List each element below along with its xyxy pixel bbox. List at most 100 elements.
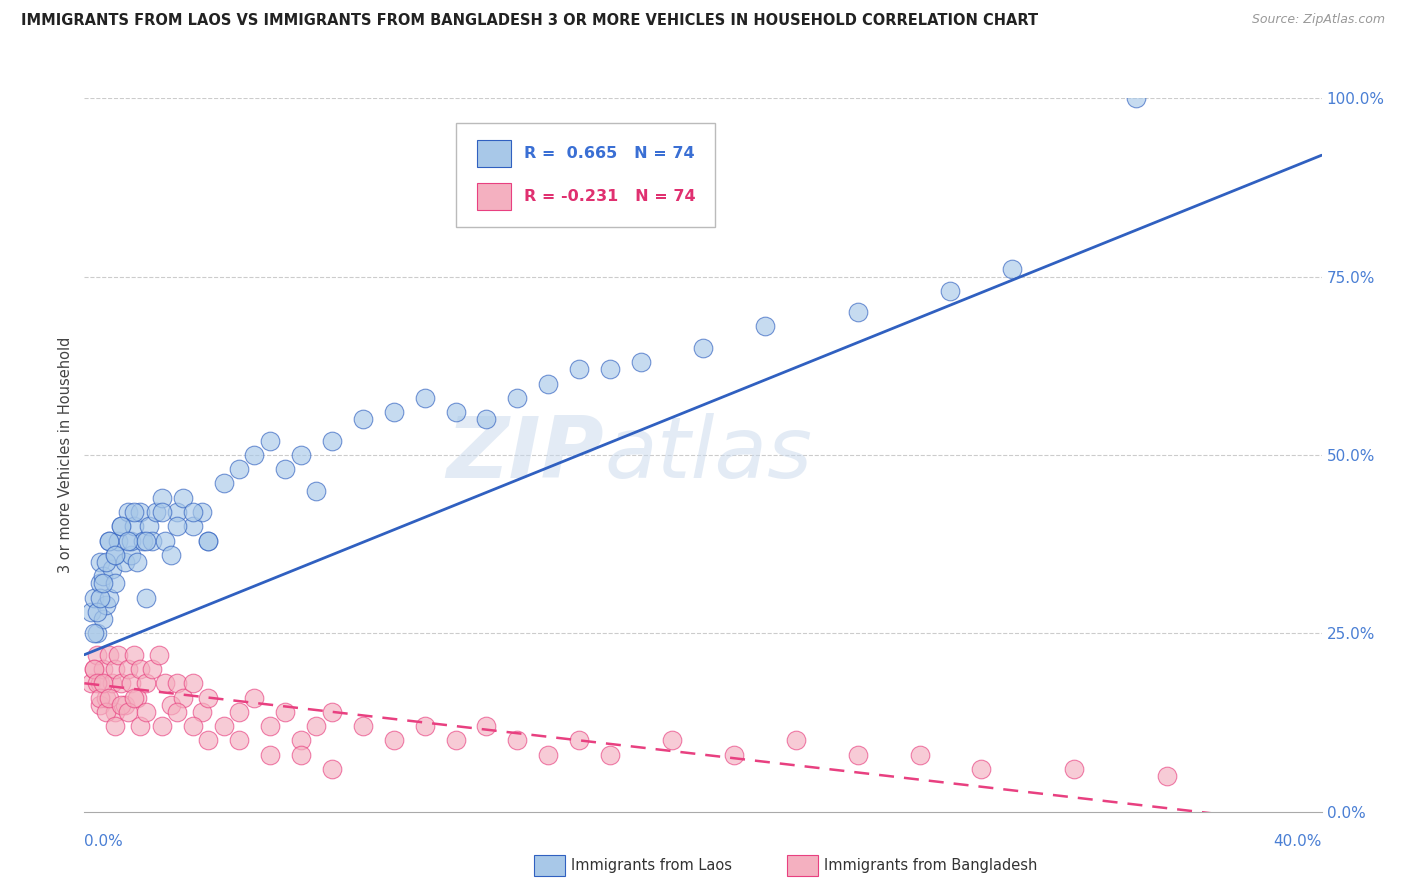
Point xyxy=(259,719,281,733)
Text: Immigrants from Laos: Immigrants from Laos xyxy=(571,858,733,872)
Point xyxy=(172,491,194,505)
Point xyxy=(98,690,121,705)
Point xyxy=(228,705,250,719)
Text: Immigrants from Bangladesh: Immigrants from Bangladesh xyxy=(824,858,1038,872)
Point xyxy=(259,434,281,448)
Point xyxy=(110,698,132,712)
Point xyxy=(89,690,111,705)
Point xyxy=(413,391,436,405)
Point xyxy=(135,705,157,719)
Point xyxy=(110,519,132,533)
Text: 0.0%: 0.0% xyxy=(84,834,124,849)
Point xyxy=(104,719,127,733)
FancyBboxPatch shape xyxy=(456,123,716,227)
Point xyxy=(89,576,111,591)
Point xyxy=(114,698,136,712)
Point xyxy=(104,548,127,562)
Point xyxy=(91,612,114,626)
Point xyxy=(117,533,139,548)
Point xyxy=(413,719,436,733)
Point xyxy=(197,733,219,747)
Point xyxy=(1156,769,1178,783)
Point xyxy=(94,555,117,569)
Point xyxy=(107,533,129,548)
Point xyxy=(150,719,173,733)
Point xyxy=(166,519,188,533)
Point xyxy=(104,662,127,676)
Point xyxy=(101,676,124,690)
Point xyxy=(754,319,776,334)
Point xyxy=(166,676,188,690)
Text: ZIP: ZIP xyxy=(446,413,605,497)
Point xyxy=(191,505,214,519)
Point xyxy=(125,555,148,569)
Point xyxy=(117,705,139,719)
Point xyxy=(135,591,157,605)
Point xyxy=(89,676,111,690)
Point xyxy=(846,747,869,762)
Point xyxy=(908,747,931,762)
Point xyxy=(110,676,132,690)
Point xyxy=(86,676,108,690)
Point xyxy=(153,533,176,548)
Point xyxy=(939,284,962,298)
Point xyxy=(197,533,219,548)
Point xyxy=(86,605,108,619)
Point xyxy=(83,626,105,640)
Point xyxy=(101,562,124,576)
Text: atlas: atlas xyxy=(605,413,813,497)
Point xyxy=(98,591,121,605)
Point xyxy=(197,690,219,705)
Y-axis label: 3 or more Vehicles in Household: 3 or more Vehicles in Household xyxy=(58,337,73,573)
Point xyxy=(150,505,173,519)
Point xyxy=(114,555,136,569)
Point xyxy=(290,747,312,762)
Point xyxy=(98,648,121,662)
Point xyxy=(197,533,219,548)
Point xyxy=(160,698,183,712)
Point xyxy=(181,676,204,690)
Point xyxy=(122,505,145,519)
Point xyxy=(599,747,621,762)
Point xyxy=(86,648,108,662)
Point xyxy=(1063,762,1085,776)
Point xyxy=(104,705,127,719)
Point xyxy=(135,676,157,690)
Point xyxy=(91,662,114,676)
Point xyxy=(98,533,121,548)
Point xyxy=(305,483,328,498)
Point xyxy=(181,505,204,519)
Point xyxy=(91,676,114,690)
Point xyxy=(274,462,297,476)
Point xyxy=(630,355,652,369)
Point xyxy=(305,719,328,733)
Point xyxy=(661,733,683,747)
Point xyxy=(98,533,121,548)
Point xyxy=(181,719,204,733)
Point xyxy=(212,719,235,733)
Point xyxy=(228,733,250,747)
Point xyxy=(537,747,560,762)
Point xyxy=(444,733,467,747)
Point xyxy=(132,533,155,548)
Text: IMMIGRANTS FROM LAOS VS IMMIGRANTS FROM BANGLADESH 3 OR MORE VEHICLES IN HOUSEHO: IMMIGRANTS FROM LAOS VS IMMIGRANTS FROM … xyxy=(21,13,1038,29)
Point xyxy=(129,662,152,676)
Point xyxy=(692,341,714,355)
Point xyxy=(568,362,591,376)
Point xyxy=(148,648,170,662)
FancyBboxPatch shape xyxy=(477,140,512,168)
Point xyxy=(153,676,176,690)
Point xyxy=(568,733,591,747)
Point xyxy=(141,533,163,548)
Point xyxy=(506,733,529,747)
Point xyxy=(166,705,188,719)
Point xyxy=(83,662,105,676)
Point xyxy=(94,690,117,705)
Point xyxy=(83,591,105,605)
Point xyxy=(537,376,560,391)
Point xyxy=(91,576,114,591)
Point xyxy=(125,690,148,705)
Point xyxy=(89,591,111,605)
Point xyxy=(274,705,297,719)
Text: Source: ZipAtlas.com: Source: ZipAtlas.com xyxy=(1251,13,1385,27)
